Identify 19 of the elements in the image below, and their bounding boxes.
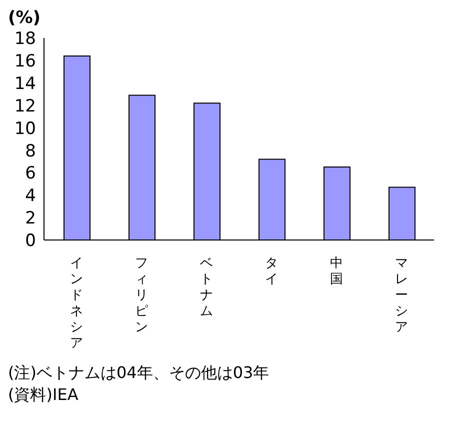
x-tick-label: 中国: [330, 256, 343, 287]
y-tick-label: 16: [14, 51, 36, 72]
x-tick-label: インドネシア: [70, 256, 83, 351]
y-tick-label: 14: [14, 74, 36, 94]
x-tick-label: フィリピン: [135, 256, 148, 335]
y-tick-label: 18: [14, 29, 36, 50]
y-tick-label: 12: [14, 96, 36, 116]
y-tick-label: 6: [25, 164, 36, 184]
x-tick-label: ベトナム: [200, 256, 213, 319]
y-tick-label: 4: [25, 186, 36, 206]
y-tick-label: 0: [25, 231, 36, 252]
y-tick-label: 2: [25, 208, 36, 229]
y-axis-title: (%): [8, 8, 42, 30]
y-tick-label: 10: [14, 118, 36, 139]
text: (注)ベトナムは04年、その他は03年: [8, 362, 270, 384]
y-tick-label: 8: [25, 141, 36, 162]
text: (資料)IEA: [8, 384, 80, 406]
x-tick-label: タイ: [265, 256, 278, 287]
x-tick-label: マレーシア: [395, 256, 408, 335]
